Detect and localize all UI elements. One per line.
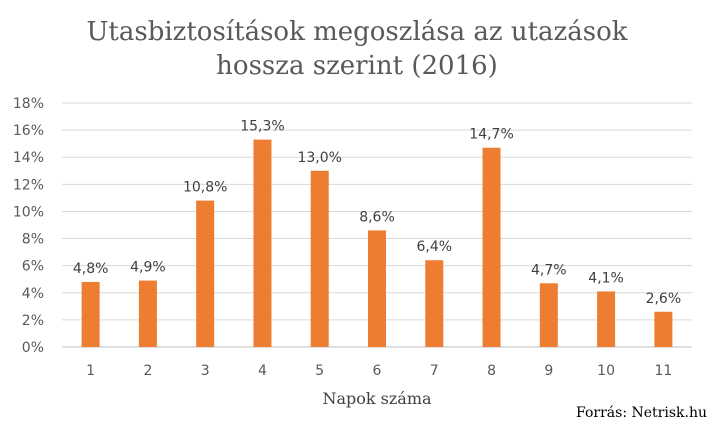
x-tick-label: 8 xyxy=(487,363,496,379)
chart-title-line-2: hossza szerint (2016) xyxy=(216,51,498,81)
x-tick-label: 3 xyxy=(201,363,210,379)
x-tick-label: 7 xyxy=(430,363,439,379)
source-note: Forrás: Netrisk.hu xyxy=(576,405,707,421)
x-axis-ticks: 1 2 3 4 5 6 7 8 9 10 11 xyxy=(86,363,672,379)
bar xyxy=(654,311,673,347)
data-label: 6,4% xyxy=(416,239,452,255)
x-axis-title: Napok száma xyxy=(322,389,432,408)
y-tick-label: 8% xyxy=(22,232,44,248)
bar xyxy=(138,280,157,347)
bar xyxy=(81,281,100,347)
bar xyxy=(253,139,272,347)
data-label: 13,0% xyxy=(297,150,341,166)
y-tick-label: 18% xyxy=(13,96,44,112)
data-label: 14,7% xyxy=(469,127,513,143)
x-tick-label: 11 xyxy=(654,363,672,379)
data-label: 2,6% xyxy=(646,291,682,307)
y-tick-label: 10% xyxy=(13,204,44,220)
bar xyxy=(539,283,558,347)
x-tick-label: 2 xyxy=(143,363,152,379)
data-label: 15,3% xyxy=(240,119,284,135)
y-tick-label: 12% xyxy=(13,177,44,193)
data-label: 4,1% xyxy=(588,270,624,286)
y-tick-label: 16% xyxy=(13,123,44,139)
bars xyxy=(81,139,673,347)
chart-title-line-1: Utasbiztosítások megoszlása az utazások xyxy=(87,17,628,47)
y-tick-label: 4% xyxy=(22,286,44,302)
data-label: 4,9% xyxy=(130,260,166,276)
bar xyxy=(425,260,444,347)
data-label: 8,6% xyxy=(359,209,395,225)
data-labels: 4,8% 4,9% 10,8% 15,3% 13,0% 8,6% 6,4% 14,7% 4,7%… xyxy=(73,119,681,307)
x-tick-label: 5 xyxy=(315,363,324,379)
y-axis-ticks: 0% 2% 4% 6% 8% 10% 12% 14% 16% 18% xyxy=(13,96,44,356)
y-tick-label: 2% xyxy=(22,313,44,329)
x-tick-label: 9 xyxy=(544,363,553,379)
x-tick-label: 1 xyxy=(86,363,95,379)
x-tick-label: 6 xyxy=(373,363,382,379)
data-label: 10,8% xyxy=(183,180,227,196)
x-tick-label: 10 xyxy=(597,363,615,379)
y-tick-label: 6% xyxy=(22,259,44,275)
x-tick-label: 4 xyxy=(258,363,267,379)
y-tick-label: 14% xyxy=(13,150,44,166)
bar xyxy=(597,291,616,347)
bar xyxy=(482,147,501,347)
data-label: 4,8% xyxy=(73,261,109,277)
bar xyxy=(368,230,386,347)
data-label: 4,7% xyxy=(531,262,567,278)
bar xyxy=(310,170,329,347)
bar xyxy=(196,200,215,347)
y-tick-label: 0% xyxy=(22,340,44,356)
